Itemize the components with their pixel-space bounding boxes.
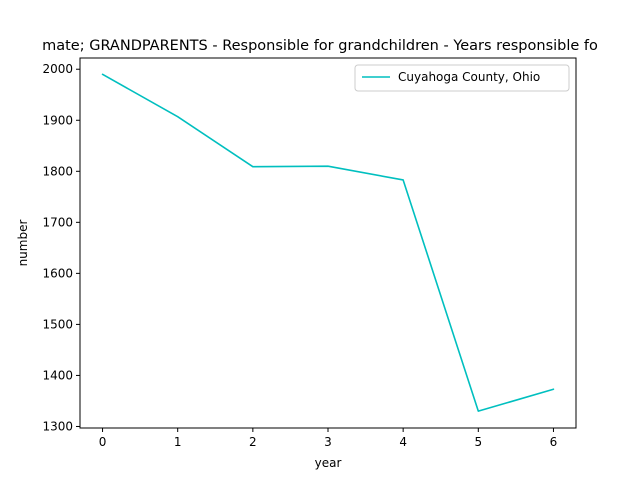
chart-title: mate; GRANDPARENTS - Responsible for gra… — [42, 38, 598, 54]
legend: Cuyahoga County, Ohio — [355, 65, 569, 91]
x-tick-label: 4 — [399, 435, 407, 449]
x-tick-label: 0 — [99, 435, 107, 449]
x-tick-label: 1 — [174, 435, 182, 449]
y-tick-label: 1400 — [42, 368, 73, 382]
y-axis-label: number — [16, 220, 30, 267]
y-tick-label: 1500 — [42, 317, 73, 331]
x-tick-label: 3 — [324, 435, 332, 449]
y-tick-label: 1700 — [42, 215, 73, 229]
y-tick-label: 1300 — [42, 419, 73, 433]
x-tick-label: 2 — [249, 435, 257, 449]
x-axis-label: year — [315, 456, 342, 470]
y-tick-label: 2000 — [42, 62, 73, 76]
y-tick-label: 1600 — [42, 266, 73, 280]
legend-label: Cuyahoga County, Ohio — [398, 70, 540, 84]
x-tick-label: 6 — [550, 435, 558, 449]
y-tick-label: 1800 — [42, 164, 73, 178]
x-tick-label: 5 — [474, 435, 482, 449]
y-tick-label: 1900 — [42, 113, 73, 127]
